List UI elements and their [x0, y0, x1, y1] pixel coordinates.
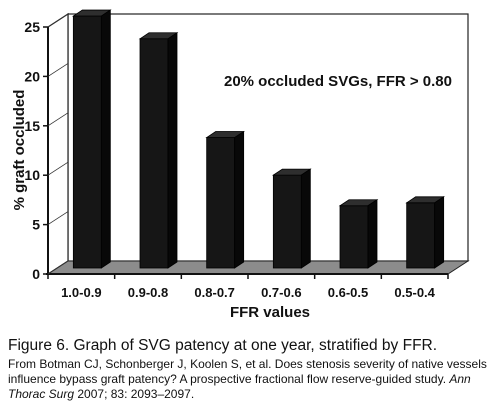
bar-side: [300, 168, 311, 269]
y-tick-label: 25: [24, 19, 40, 35]
bar-front: [272, 174, 302, 269]
caption-title: Figure 6. Graph of SVG patency at one ye…: [8, 337, 438, 354]
bar: [405, 196, 445, 269]
chart-axes: [43, 12, 470, 279]
caption-journal: Ann Thorac Surg: [8, 372, 471, 401]
bar-chart: 0 5 10 15 20 25 1.0-0.9 0.9-0.8 0.8-0.7 0.7-0.6 0.…: [11, 9, 470, 321]
bar-side: [100, 9, 111, 269]
bar-side: [434, 196, 445, 269]
back-wall: [67, 13, 469, 262]
bar-side: [234, 130, 245, 269]
figure-caption: Figure 6. Graph of SVG patency at one ye…: [8, 337, 496, 402]
y-tick-depth: [47, 13, 69, 28]
y-tick-label: 10: [24, 167, 40, 183]
y-tick-label: 20: [24, 68, 40, 84]
y-tick-depth: [47, 161, 69, 176]
x-tick-label: 0.6-0.5: [328, 285, 368, 300]
caption-source-text: From Botman CJ, Schonberger J, Koolen S,…: [8, 357, 487, 386]
chart-labels: 0 5 10 15 20 25 1.0-0.9 0.9-0.8 0.8-0.7 0.7-0.6 0.…: [24, 19, 435, 300]
y-tick-depth: [47, 112, 69, 127]
y-tick-depth: [47, 211, 69, 225]
x-tick-label: 0.5-0.4: [394, 285, 435, 300]
y-tick-depth: [47, 260, 69, 275]
bar: [205, 130, 245, 269]
chart-annotation: 20% occluded SVGs, FFR > 0.80: [224, 73, 452, 90]
bar-front: [339, 205, 369, 269]
y-tick-depth: [47, 63, 69, 77]
y-axis-label: % graft occluded: [11, 90, 28, 211]
side-wall: [47, 12, 69, 276]
x-tick-label: 0.7-0.6: [261, 285, 301, 300]
x-tick-label: 1.0-0.9: [61, 285, 101, 300]
bar: [138, 32, 179, 269]
caption-citation: 2007; 83: 2093–2097.: [77, 387, 195, 401]
caption-source: From Botman CJ, Schonberger J, Koolen S,…: [8, 357, 496, 402]
y-tick-label: 0: [32, 266, 40, 282]
bar: [72, 9, 112, 269]
x-tick-label: 0.8-0.7: [194, 285, 234, 300]
bar-front: [206, 137, 236, 269]
x-axis-label: FFR values: [230, 304, 310, 321]
y-tick-label: 5: [32, 217, 40, 233]
y-tick-label: 15: [24, 118, 40, 134]
x-tick-label: 0.9-0.8: [128, 285, 168, 300]
chart-floor: [46, 260, 470, 275]
bar-front: [139, 38, 169, 269]
bar: [272, 168, 312, 269]
bar-side: [367, 199, 378, 269]
bar-front: [406, 202, 436, 269]
chart-bars: [72, 9, 445, 269]
bar-side: [167, 32, 178, 269]
bar: [338, 199, 379, 269]
bar-front: [72, 15, 102, 269]
